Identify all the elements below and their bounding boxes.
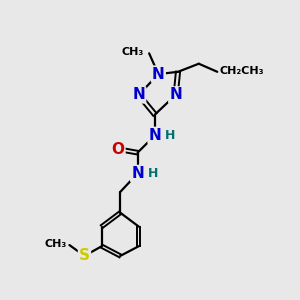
- Text: CH₃: CH₃: [121, 47, 143, 57]
- Text: N: N: [148, 128, 161, 143]
- Text: O: O: [111, 142, 124, 157]
- Text: N: N: [132, 87, 145, 102]
- Text: CH₃: CH₃: [45, 239, 67, 249]
- Text: H: H: [165, 129, 176, 142]
- Text: CH₂CH₃: CH₂CH₃: [220, 66, 264, 76]
- Text: S: S: [79, 248, 90, 263]
- Text: N: N: [152, 67, 165, 82]
- Text: H: H: [148, 167, 158, 180]
- Text: N: N: [169, 87, 182, 102]
- Text: N: N: [131, 166, 144, 181]
